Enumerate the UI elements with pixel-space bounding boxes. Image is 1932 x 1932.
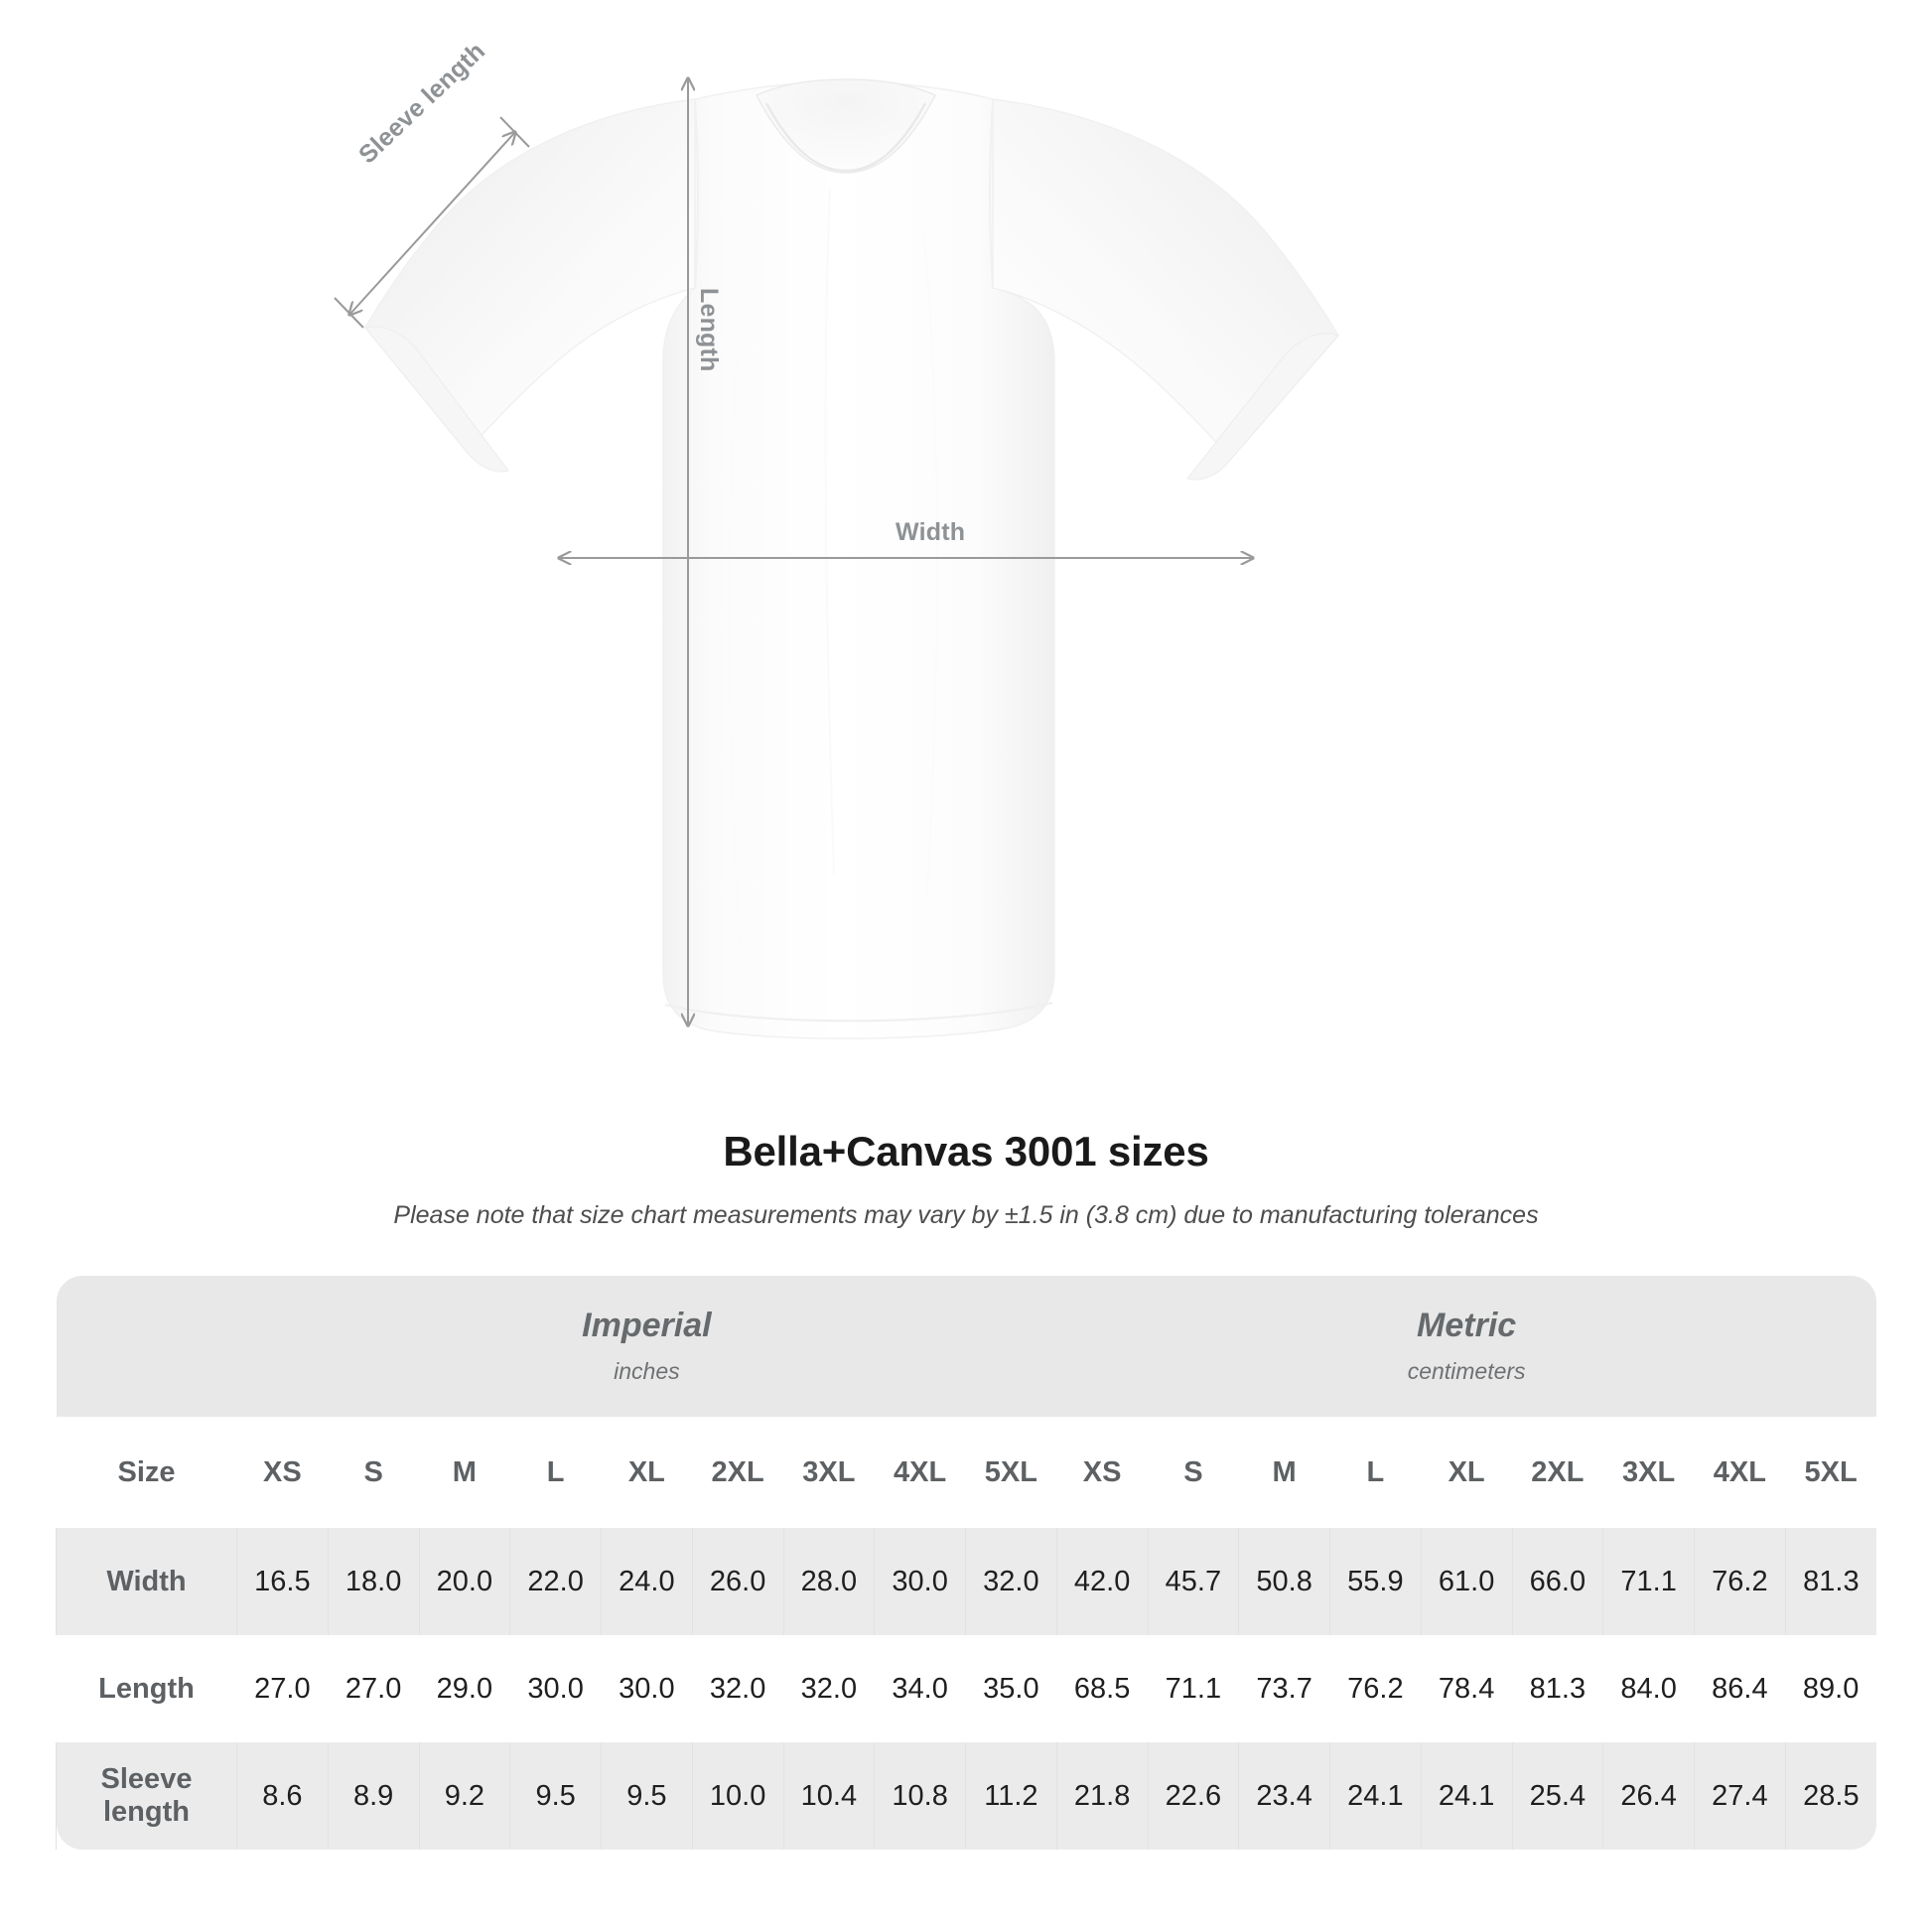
cell-sleeve-imperial-s: 8.9 — [327, 1742, 419, 1850]
cell-sleeve-metric-4xl: 27.4 — [1694, 1742, 1786, 1850]
size-header-row: Size XS S M L XL 2XL 3XL 4XL 5XL XS S M … — [56, 1417, 1876, 1528]
cell-sleeve-imperial-m: 9.2 — [418, 1742, 510, 1850]
cell-width-metric-l: 55.9 — [1329, 1528, 1422, 1635]
page-title: Bella+Canvas 3001 sizes — [723, 1128, 1209, 1174]
cell-width-imperial-m: 20.0 — [418, 1528, 510, 1635]
title-block: Bella+Canvas 3001 sizes Please note that… — [0, 1122, 1932, 1230]
header-size-imperial-3xl: 3XL — [783, 1417, 875, 1528]
cell-sleeve-metric-xs: 21.8 — [1055, 1742, 1148, 1850]
cell-width-metric-2xl: 66.0 — [1511, 1528, 1603, 1635]
header-size-metric-xs: XS — [1056, 1417, 1148, 1528]
header-size-imperial-xl: XL — [601, 1417, 693, 1528]
table-row: Length 27.0 27.0 29.0 30.0 30.0 32.0 32.… — [56, 1635, 1876, 1742]
unit-name-imperial: Imperial — [582, 1306, 712, 1344]
size-chart-table: Imperial inches Metric centimeters Size … — [56, 1276, 1876, 1850]
cell-length-metric-4xl: 86.4 — [1694, 1635, 1786, 1742]
table-row: Sleeve length 8.6 8.9 9.2 9.5 9.5 10.0 1… — [56, 1742, 1876, 1850]
cell-sleeve-imperial-xs: 8.6 — [236, 1742, 329, 1850]
header-size-metric-l: L — [1329, 1417, 1422, 1528]
header-size-metric-2xl: 2XL — [1512, 1417, 1603, 1528]
cell-length-imperial-4xl: 34.0 — [874, 1635, 966, 1742]
header-size-imperial-5xl: 5XL — [965, 1417, 1057, 1528]
cell-width-metric-4xl: 76.2 — [1694, 1528, 1786, 1635]
header-size-label: Size — [56, 1417, 237, 1528]
unit-banner-spacer — [56, 1276, 237, 1417]
cell-width-imperial-4xl: 30.0 — [874, 1528, 966, 1635]
cell-sleeve-metric-s: 22.6 — [1147, 1742, 1239, 1850]
size-chart-table-wrapper: Imperial inches Metric centimeters Size … — [56, 1276, 1876, 1850]
cell-width-imperial-5xl: 32.0 — [965, 1528, 1057, 1635]
cell-length-imperial-l: 30.0 — [509, 1635, 602, 1742]
cell-length-imperial-3xl: 32.0 — [783, 1635, 875, 1742]
cell-width-metric-m: 50.8 — [1238, 1528, 1330, 1635]
unit-name-metric: Metric — [1417, 1306, 1517, 1344]
cell-length-metric-xs: 68.5 — [1056, 1635, 1148, 1742]
header-size-metric-m: M — [1238, 1417, 1330, 1528]
cell-width-metric-xl: 61.0 — [1420, 1528, 1512, 1635]
tshirt-graphic: Sleeve length Length Width — [334, 37, 1340, 1039]
unit-cell-imperial: Imperial inches — [236, 1276, 1057, 1417]
cell-sleeve-metric-2xl: 25.4 — [1511, 1742, 1603, 1850]
cell-length-metric-xl: 78.4 — [1421, 1635, 1512, 1742]
width-label: Width — [896, 518, 966, 546]
cell-width-imperial-2xl: 26.0 — [691, 1528, 783, 1635]
cell-sleeve-metric-5xl: 28.5 — [1784, 1742, 1876, 1850]
cell-length-metric-l: 76.2 — [1329, 1635, 1422, 1742]
unit-banner-row: Imperial inches Metric centimeters — [56, 1276, 1876, 1417]
header-size-imperial-4xl: 4XL — [874, 1417, 966, 1528]
page-subtitle: Please note that size chart measurements… — [393, 1201, 1539, 1229]
cell-length-metric-m: 73.7 — [1238, 1635, 1330, 1742]
cell-width-metric-3xl: 71.1 — [1602, 1528, 1695, 1635]
row-label-sleeve-length: Sleeve length — [56, 1742, 237, 1850]
unit-cell-metric: Metric centimeters — [1056, 1276, 1876, 1417]
row-label-width: Width — [56, 1528, 237, 1635]
cell-length-metric-3xl: 84.0 — [1602, 1635, 1695, 1742]
header-size-metric-3xl: 3XL — [1602, 1417, 1695, 1528]
cell-width-imperial-3xl: 28.0 — [782, 1528, 875, 1635]
header-size-metric-5xl: 5XL — [1785, 1417, 1876, 1528]
cell-length-metric-5xl: 89.0 — [1785, 1635, 1876, 1742]
cell-sleeve-imperial-5xl: 11.2 — [965, 1742, 1057, 1850]
cell-width-imperial-l: 22.0 — [509, 1528, 602, 1635]
cell-width-metric-5xl: 81.3 — [1784, 1528, 1876, 1635]
cell-sleeve-imperial-2xl: 10.0 — [691, 1742, 783, 1850]
cell-sleeve-imperial-3xl: 10.4 — [782, 1742, 875, 1850]
garment-illustration: Sleeve length Length Width — [334, 37, 1340, 1039]
length-label: Length — [695, 288, 723, 372]
header-size-imperial-xs: XS — [236, 1417, 329, 1528]
unit-sub-imperial: inches — [614, 1357, 680, 1384]
cell-sleeve-imperial-l: 9.5 — [509, 1742, 602, 1850]
cell-length-metric-s: 71.1 — [1148, 1635, 1239, 1742]
cell-width-metric-xs: 42.0 — [1055, 1528, 1148, 1635]
header-size-imperial-s: S — [328, 1417, 419, 1528]
cell-length-imperial-xl: 30.0 — [601, 1635, 693, 1742]
header-size-imperial-l: L — [509, 1417, 602, 1528]
cell-length-imperial-xs: 27.0 — [236, 1635, 329, 1742]
cell-sleeve-imperial-4xl: 10.8 — [874, 1742, 966, 1850]
cell-width-imperial-xl: 24.0 — [601, 1528, 693, 1635]
row-label-length: Length — [56, 1635, 237, 1742]
cell-length-imperial-s: 27.0 — [328, 1635, 419, 1742]
cell-sleeve-imperial-xl: 9.5 — [601, 1742, 693, 1850]
cell-sleeve-metric-3xl: 26.4 — [1602, 1742, 1695, 1850]
cell-length-imperial-2xl: 32.0 — [692, 1635, 783, 1742]
header-size-metric-4xl: 4XL — [1694, 1417, 1786, 1528]
cell-width-metric-s: 45.7 — [1147, 1528, 1239, 1635]
cell-length-imperial-5xl: 35.0 — [965, 1635, 1057, 1742]
cell-width-imperial-s: 18.0 — [327, 1528, 419, 1635]
cell-width-imperial-xs: 16.5 — [236, 1528, 329, 1635]
cell-sleeve-metric-l: 24.1 — [1329, 1742, 1422, 1850]
table-row: Width 16.5 18.0 20.0 22.0 24.0 26.0 28.0… — [56, 1528, 1876, 1635]
cell-length-imperial-m: 29.0 — [419, 1635, 510, 1742]
cell-length-metric-2xl: 81.3 — [1512, 1635, 1603, 1742]
cell-sleeve-metric-m: 23.4 — [1238, 1742, 1330, 1850]
header-size-imperial-m: M — [419, 1417, 510, 1528]
cell-sleeve-metric-xl: 24.1 — [1420, 1742, 1512, 1850]
unit-sub-metric: centimeters — [1407, 1357, 1526, 1384]
header-size-metric-xl: XL — [1421, 1417, 1512, 1528]
header-size-imperial-2xl: 2XL — [692, 1417, 783, 1528]
header-size-metric-s: S — [1148, 1417, 1239, 1528]
